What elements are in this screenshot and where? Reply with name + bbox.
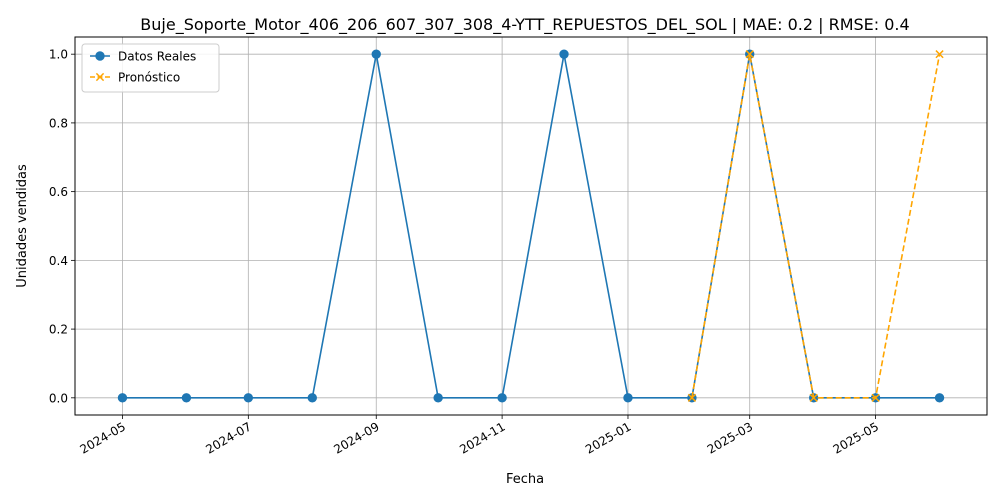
y-tick-label: 0.0	[49, 391, 68, 405]
legend-entry: Pronóstico	[90, 71, 180, 85]
data-point	[117, 393, 128, 403]
forecast-point	[871, 393, 880, 402]
legend-box	[81, 43, 220, 93]
forecast-point	[809, 393, 818, 402]
x-tick-label: 2024-11	[457, 419, 507, 456]
data-point	[181, 393, 192, 403]
series-line	[122, 54, 940, 399]
y-tick-label: 0.8	[49, 116, 68, 130]
series-layer	[117, 49, 945, 403]
x-tick-label: 2025-03	[705, 419, 755, 456]
data-point	[371, 49, 381, 59]
x-tick-label: 2024-05	[78, 419, 128, 456]
forecast-point	[745, 50, 754, 59]
plot-frame	[74, 36, 988, 416]
legend-label: Pronóstico	[118, 71, 180, 85]
y-axis: 0.0 0.2 0.4 0.6 0.8 1.0	[49, 48, 75, 405]
data-point	[559, 49, 569, 59]
x-tick-label: 2024-07	[203, 419, 253, 456]
series-1	[687, 50, 944, 402]
legend-marker	[95, 51, 105, 61]
x-tick-label: 2024-09	[331, 419, 381, 456]
legend: Datos Reales Pronóstico	[81, 43, 220, 93]
data-point	[623, 393, 633, 403]
x-axis: 2024-05 2024-07 2024-09 2024-11 2025-01 2025-…	[78, 415, 881, 457]
legend-label: Datos Reales	[118, 50, 196, 64]
x-tick-label: 2025-05	[831, 419, 881, 456]
y-tick-label: 0.6	[49, 185, 68, 199]
legend-entry: Datos Reales	[90, 50, 196, 64]
legend-marker	[95, 72, 105, 82]
series-0	[117, 49, 945, 403]
data-point	[497, 393, 507, 403]
series-line	[691, 54, 941, 399]
y-tick-label: 1.0	[49, 48, 68, 62]
x-tick-label: 2025-01	[583, 419, 633, 456]
y-tick-label: 0.2	[49, 323, 68, 337]
x-axis-label: Fecha	[506, 472, 544, 487]
data-point	[934, 393, 945, 403]
data-point	[433, 393, 443, 403]
chart-title: Buje_Soporte_Motor_406_206_607_307_308_4…	[140, 15, 909, 35]
forecast-point	[935, 50, 944, 59]
data-point	[307, 393, 317, 403]
y-tick-label: 0.4	[49, 254, 68, 268]
grid	[75, 37, 987, 415]
forecast-point	[687, 393, 697, 402]
data-point	[243, 393, 254, 403]
y-axis-label: Unidades vendidas	[15, 164, 30, 288]
